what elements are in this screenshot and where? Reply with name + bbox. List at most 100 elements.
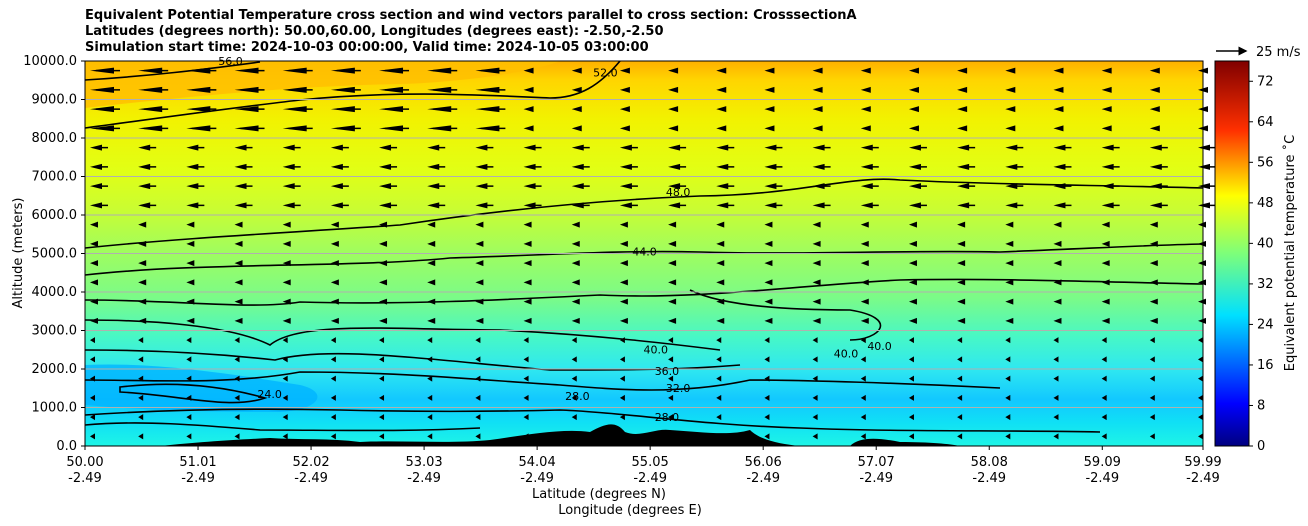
wind-arrow (571, 414, 577, 421)
wind-arrow (812, 260, 821, 267)
y-tick-label: 9000.0 (32, 93, 78, 108)
wind-arrow (427, 414, 433, 421)
wind-arrow (812, 240, 821, 247)
wind-arrow (571, 221, 580, 228)
wind-arrow (812, 86, 823, 93)
wind-arrow (908, 106, 919, 113)
contour-24 (119, 383, 268, 404)
wind-arrow (908, 298, 917, 305)
wind-arrow (90, 394, 95, 401)
x-tick-label-lon: -2.49 (68, 471, 102, 486)
y-tick-label: 5000.0 (32, 247, 78, 262)
wind-arrow (186, 433, 192, 440)
wind-arrow (90, 279, 98, 286)
wind-arrow (1101, 67, 1112, 74)
wind-arrow (764, 317, 773, 324)
wind-arrow (957, 414, 963, 421)
wind-arrow (427, 375, 433, 382)
wind-arrow (379, 356, 385, 363)
wind-arrow (908, 317, 917, 324)
wind-arrow (860, 414, 866, 421)
wind-arrow (1149, 356, 1155, 363)
wind-arrow (1005, 221, 1014, 228)
chart-title: Equivalent Potential Temperature cross s… (85, 8, 857, 56)
wind-arrow (571, 240, 580, 247)
wind-arrow (186, 414, 192, 421)
wind-arrow (860, 317, 869, 324)
x-tick-label-lat: 51.01 (179, 455, 216, 470)
wind-arrow (619, 375, 625, 382)
wind-arrow (1005, 298, 1014, 305)
wind-arrow (764, 337, 770, 344)
wind-arrow (1149, 317, 1158, 324)
wind-arrow (668, 86, 679, 93)
x-tick-label-lat: 58.08 (971, 455, 1008, 470)
wind-arrow (571, 67, 582, 74)
wind-arrow (764, 356, 770, 363)
wind-arrow (1101, 260, 1110, 267)
wind-arrow (1198, 298, 1206, 305)
wind-arrow (90, 337, 95, 344)
contour-32-lower (84, 422, 481, 432)
wind-arrow (282, 394, 288, 401)
wind-arrow (138, 433, 144, 440)
wind-arrow (619, 394, 625, 401)
wind-arrow (1005, 375, 1011, 382)
x-tick-label-lon: -2.49 (1186, 471, 1220, 486)
wind-arrow (812, 375, 818, 382)
wind-arrow (186, 221, 195, 228)
wind-arrow (957, 67, 968, 74)
colorbar-tick-label: 56 (1257, 155, 1274, 170)
wind-arrow (668, 125, 679, 132)
wind-arrow (764, 86, 775, 93)
x-tick-label-lon: -2.49 (746, 471, 780, 486)
wind-arrow (282, 317, 291, 324)
wind-arrow (571, 394, 577, 401)
x-axis-ticks: 50.00-2.4951.01-2.4952.02-2.4953.03-2.49… (66, 446, 1222, 486)
contour-label: 40.0 (867, 340, 892, 353)
wind-arrow (571, 317, 580, 324)
wind-arrow (571, 337, 577, 344)
wind-arrow (619, 337, 625, 344)
wind-arrow (812, 317, 821, 324)
wind-arrow (716, 433, 722, 440)
wind-arrow (234, 240, 243, 247)
wind-arrow (957, 433, 963, 440)
wind-arrow (379, 394, 385, 401)
wind-arrow (523, 125, 534, 132)
wind-arrow (1053, 433, 1059, 440)
wind-arrow (764, 433, 770, 440)
wind-arrow (234, 414, 240, 421)
wind-arrow (764, 414, 770, 421)
wind-arrow (571, 279, 580, 286)
wind-arrow (234, 279, 243, 286)
wind-arrow (1101, 86, 1112, 93)
x-tick-label-lon: -2.49 (520, 471, 554, 486)
wind-arrow (1053, 298, 1062, 305)
wind-arrow (1005, 394, 1011, 401)
wind-arrow (138, 317, 147, 324)
wind-arrow (812, 414, 818, 421)
x-tick-label-lon: -2.49 (859, 471, 893, 486)
wind-arrow (812, 67, 823, 74)
wind-arrow (1101, 106, 1112, 113)
wind-arrow (1149, 67, 1160, 74)
wind-arrow (860, 221, 869, 228)
wind-arrow (90, 221, 98, 228)
wind-arrow (860, 125, 871, 132)
wind-arrow (90, 240, 98, 247)
x-tick-label-lon: -2.49 (972, 471, 1006, 486)
wind-arrow (330, 279, 339, 286)
wind-arrow (1053, 106, 1064, 113)
wind-arrow (1101, 356, 1107, 363)
wind-arrow (1149, 433, 1155, 440)
wind-arrow (571, 86, 582, 93)
wind-arrow (812, 279, 821, 286)
wind-arrow (1053, 260, 1062, 267)
wind-arrow (90, 375, 95, 382)
y-tick-label: 3000.0 (32, 324, 78, 339)
colorbar-tick-label: 16 (1257, 358, 1274, 373)
wind-arrow (1198, 317, 1206, 324)
wind-arrow (571, 356, 577, 363)
wind-arrow (90, 356, 95, 363)
